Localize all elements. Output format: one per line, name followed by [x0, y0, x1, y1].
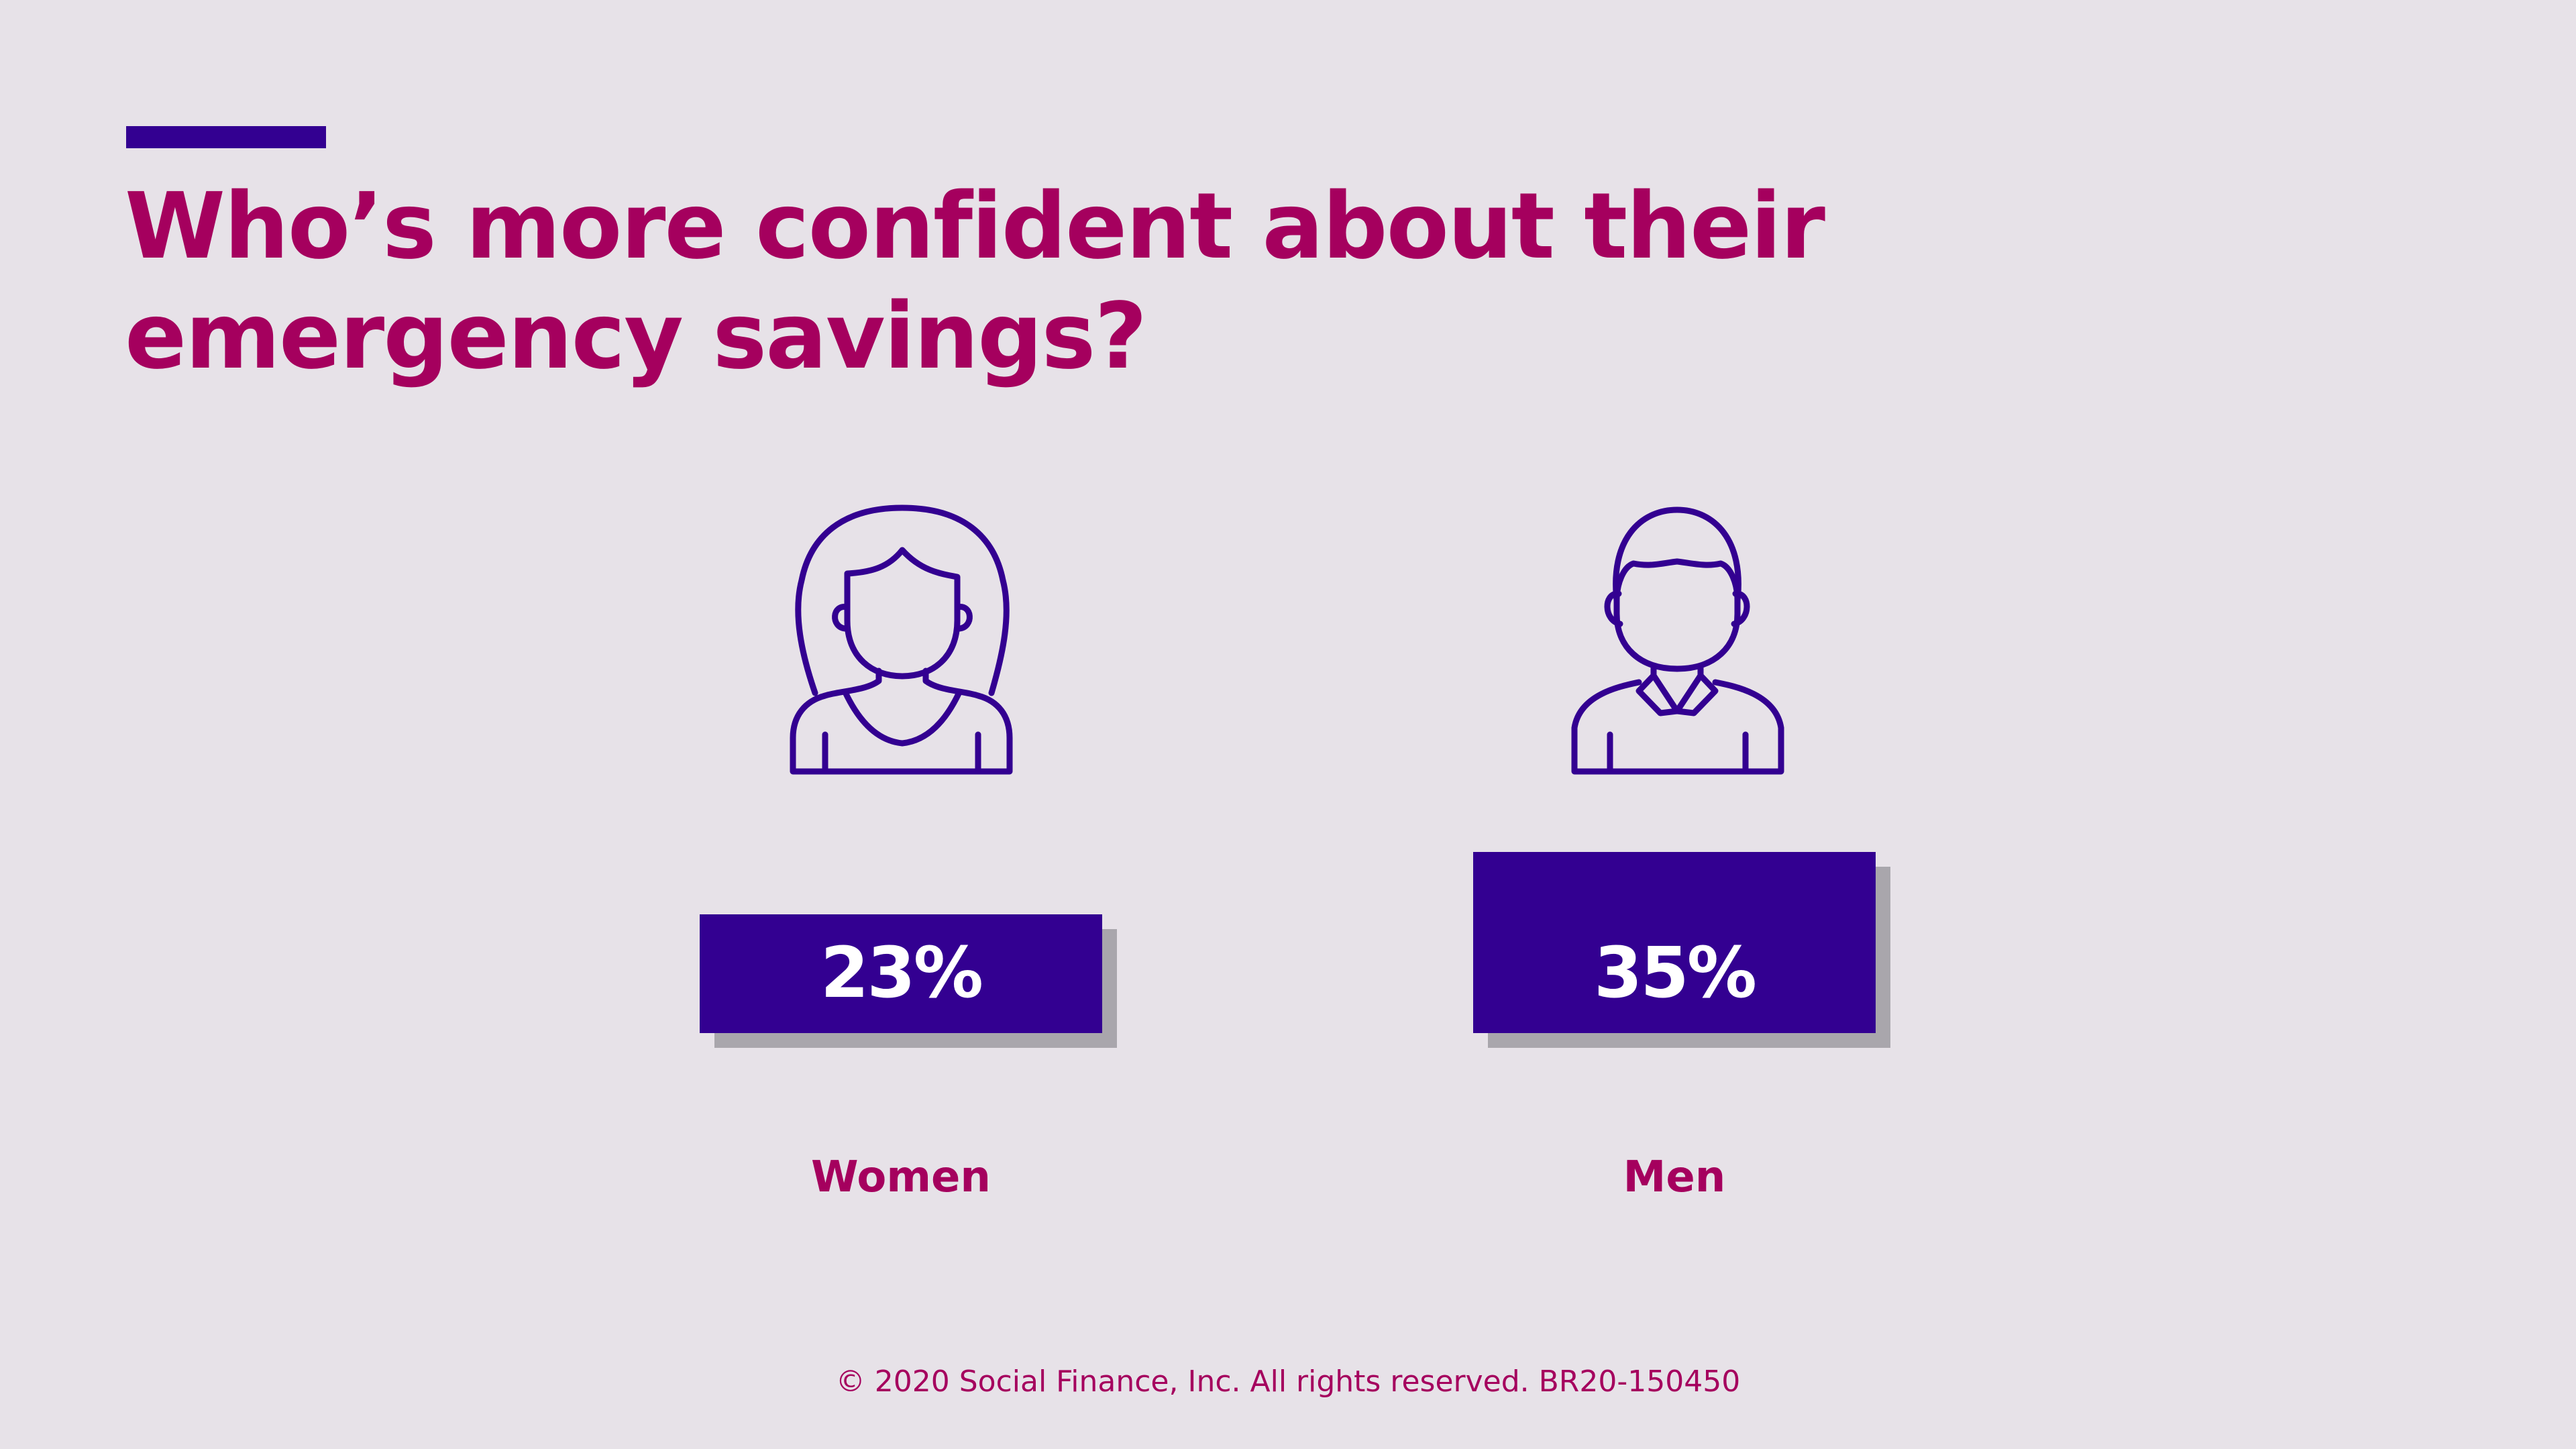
bar-men	[1473, 852, 1876, 1033]
bar-women	[700, 914, 1102, 1033]
category-label: Women	[811, 1152, 991, 1202]
title-line-2: emergency savings?	[125, 284, 1147, 390]
man-icon	[1571, 506, 1784, 775]
copyright-footer: © 2020 Social Finance, Inc. All rights r…	[835, 1364, 1741, 1399]
page-title: Who’s more confident about their emergen…	[125, 172, 1869, 392]
title-line-1: Who’s more confident about their	[125, 174, 1825, 280]
category-label: Men	[1623, 1152, 1726, 1202]
woman-icon	[790, 504, 1013, 775]
bar-value-label: 35%	[1594, 932, 1757, 1014]
bar-value-label: 23%	[820, 932, 983, 1014]
title-accent-bar	[126, 126, 326, 148]
